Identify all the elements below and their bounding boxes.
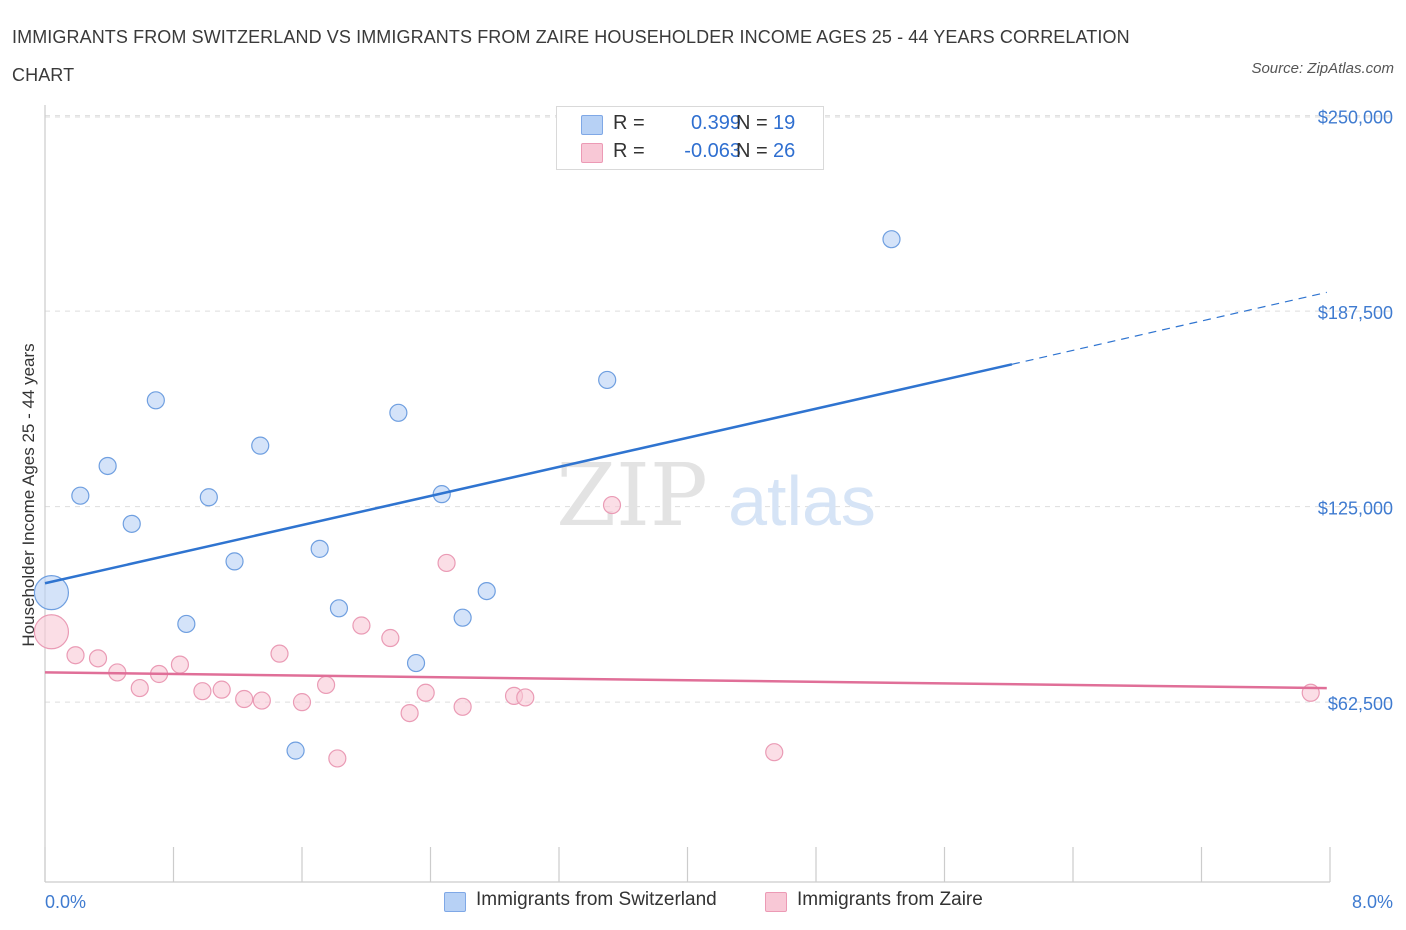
axes [44, 105, 1331, 883]
y-tick-label: $187,500 [1318, 303, 1393, 323]
legend-n-value: 19 [773, 112, 796, 134]
y-tick-label: $62,500 [1328, 694, 1393, 714]
point-switzerland [122, 514, 141, 533]
y-axis-label: Householder Income Ages 25 - 44 years [19, 343, 38, 646]
point-zaire [193, 682, 212, 701]
point-zaire [352, 616, 371, 635]
point-switzerland [286, 741, 305, 760]
point-zaire [437, 553, 456, 573]
point-zaire [235, 689, 254, 709]
trend-line-zaire [44, 671, 1327, 690]
legend-n-label: N = [736, 140, 768, 162]
legend-r-value: -0.063 [684, 140, 741, 162]
point-switzerland [598, 370, 617, 390]
point-zaire [170, 655, 190, 674]
point-switzerland [389, 403, 408, 422]
point-switzerland [882, 230, 901, 249]
point-zaire [453, 697, 472, 716]
point-switzerland [406, 653, 426, 673]
point-zaire [212, 680, 231, 699]
correlation-legend: R = 0.399 N = 19 R = -0.063 N = 26 [556, 106, 824, 170]
legend-r-value: 0.399 [690, 112, 741, 134]
point-zaire [252, 691, 271, 710]
legend-item-label: Immigrants from Zaire [797, 889, 983, 910]
point-zaire [381, 628, 400, 648]
legend-r-label: R = [613, 140, 645, 162]
point-switzerland [453, 608, 472, 627]
point-switzerland [177, 614, 196, 634]
y-tick-label: $250,000 [1318, 108, 1393, 128]
point-switzerland [329, 599, 349, 618]
point-zaire [316, 675, 336, 695]
point-zaire [66, 646, 85, 665]
point-zaire [292, 693, 312, 712]
series-zaire-points [33, 495, 1320, 768]
point-zaire [765, 743, 784, 762]
point-zaire [88, 649, 108, 668]
x-tick-label: 0.0% [45, 892, 86, 912]
legend-item-label: Immigrants from Switzerland [476, 889, 717, 910]
point-switzerland [71, 486, 90, 505]
watermark-zip: ZIP [556, 446, 708, 546]
trend-lines [44, 291, 1327, 690]
point-switzerland [199, 488, 218, 507]
point-zaire [516, 688, 535, 707]
point-switzerland [98, 456, 117, 476]
legend-swatch-pink [581, 143, 603, 163]
y-tick-label: $125,000 [1318, 499, 1393, 519]
point-zaire [270, 644, 289, 663]
legend-n-label: N = [736, 112, 768, 134]
series-switzerland-points [33, 230, 901, 760]
point-switzerland [225, 552, 244, 571]
legend-swatch-blue [581, 115, 603, 135]
series-legend: Immigrants from Switzerland Immigrants f… [0, 888, 1406, 916]
legend-n-value: 26 [773, 140, 796, 162]
source-label: Source: ZipAtlas.com [1251, 60, 1394, 77]
point-switzerland [477, 581, 496, 601]
point-switzerland [310, 539, 329, 558]
point-zaire [602, 495, 622, 515]
point-zaire [33, 614, 70, 650]
point-switzerland [146, 391, 165, 410]
legend-r-label: R = [613, 112, 645, 134]
tick-labels: $62,500 $125,000 $187,500 $250,000 0.0% 8.0% [45, 108, 1393, 912]
point-zaire [130, 678, 149, 698]
x-tick-label: 8.0% [1352, 892, 1393, 912]
legend-swatch-pink [765, 892, 787, 912]
point-switzerland [33, 575, 70, 611]
chart-title: IMMIGRANTS FROM SWITZERLAND VS IMMIGRANT… [12, 27, 1130, 85]
point-zaire [328, 749, 347, 768]
legend-swatch-blue [444, 892, 466, 912]
point-zaire [416, 683, 435, 702]
point-switzerland [251, 436, 270, 455]
watermark-atlas: atlas [728, 462, 876, 540]
trend-line-switzerland [44, 363, 1013, 585]
trend-line-switzerland-extension [1011, 291, 1327, 365]
gridlines [45, 115, 1395, 703]
point-zaire [400, 703, 419, 723]
